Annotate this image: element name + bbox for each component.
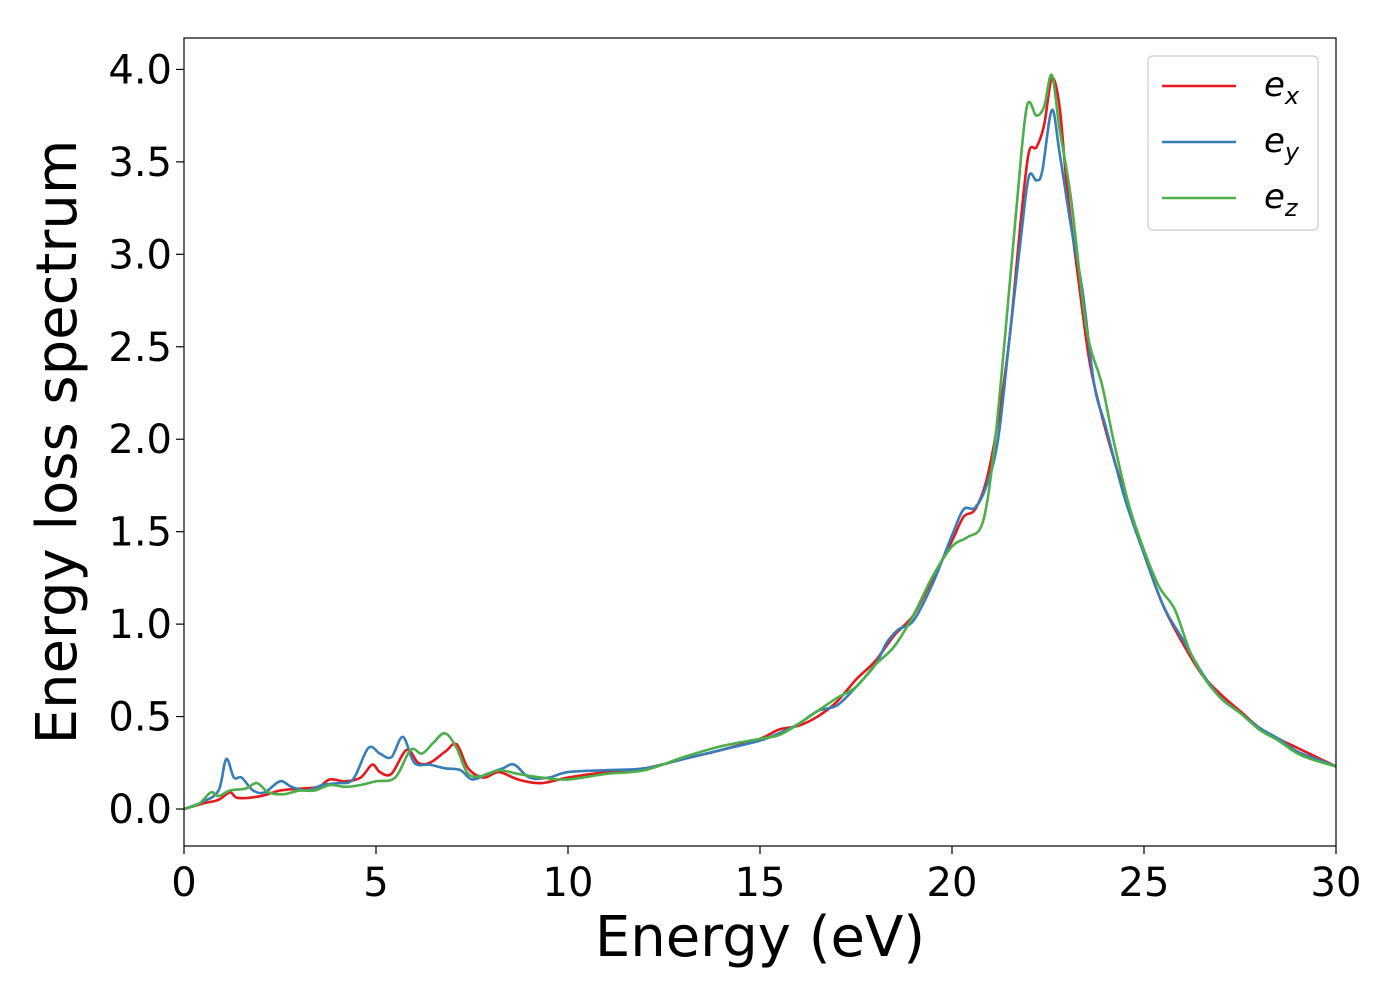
x-tick-label: 15 xyxy=(735,860,786,906)
y-axis-ticks: 0.0 0.5 1.0 1.5 2.0 2.5 3.0 3.5 4.0 xyxy=(108,47,184,833)
y-tick-label: 0.0 xyxy=(108,787,172,833)
legend: ex ey ez xyxy=(1147,55,1319,231)
y-tick-label: 0.5 xyxy=(108,695,172,741)
x-tick-label: 30 xyxy=(1311,860,1362,906)
y-tick-label: 2.0 xyxy=(108,417,172,463)
y-tick-label: 1.0 xyxy=(108,602,172,648)
legend-label-ex: ex xyxy=(1264,65,1300,110)
plot-area xyxy=(184,38,1336,846)
y-tick-label: 3.5 xyxy=(108,140,172,186)
y-tick-label: 2.5 xyxy=(108,325,172,371)
y-tick-label: 1.5 xyxy=(108,510,172,556)
series-line-ez xyxy=(184,73,1336,811)
x-tick-label: 5 xyxy=(363,860,388,906)
x-tick-label: 20 xyxy=(927,860,978,906)
legend-label-ez: ez xyxy=(1264,177,1299,222)
legend-label-ey: ey xyxy=(1264,121,1300,166)
y-tick-label: 4.0 xyxy=(108,47,172,93)
y-axis-label: Energy loss spectrum xyxy=(25,140,90,745)
x-tick-label: 10 xyxy=(543,860,594,906)
series-layer xyxy=(184,73,1336,811)
x-tick-label: 0 xyxy=(171,860,196,906)
x-axis-label: Energy (eV) xyxy=(595,905,925,970)
x-axis-ticks: 0 5 10 15 20 25 30 xyxy=(171,846,1361,906)
x-tick-label: 25 xyxy=(1119,860,1170,906)
y-tick-label: 3.0 xyxy=(108,232,172,278)
